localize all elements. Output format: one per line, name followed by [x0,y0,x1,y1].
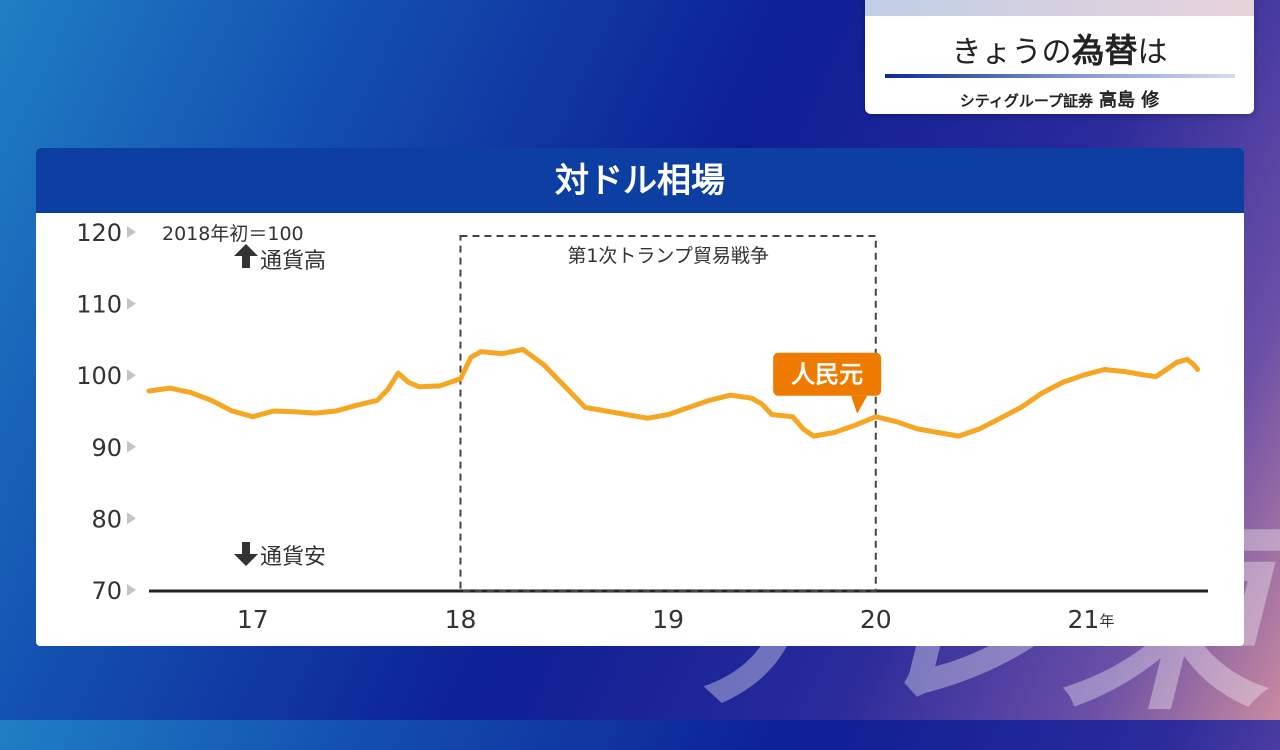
segment-title-prefix: きょうの [951,35,1072,70]
segment-title-emph: 為替 [1071,31,1138,70]
callout-label: 人民元 [791,361,863,389]
x-axis-unit: 年 [1099,612,1114,630]
chart-title: 対ドル相場 [36,148,1244,216]
y-tick-label: 80 [91,505,122,533]
y-tick-label: 90 [91,434,122,462]
x-tick-label: 20 [860,605,892,634]
callout-pointer [851,395,868,414]
segment-title: きょうの為替は [865,24,1254,72]
y-tick-arrow [127,226,136,238]
y-tick-arrow [127,584,136,596]
x-tick-label: 19 [652,605,684,634]
currency-up-label: 通貨高 [260,249,326,274]
y-tick-label: 100 [76,362,122,390]
chart-svg: 120 110 100 90 80 70 17 18 19 20 21 年 第1次トランプ貿易戦争 201… [76,219,1208,634]
presenter-line: シティグループ証券 高島 修 [865,86,1254,112]
y-tick-arrow [127,369,136,382]
y-tick-label: 110 [76,291,122,319]
y-tick-arrow [127,440,136,453]
x-tick-label: 21 [1068,605,1100,634]
callout-box [773,352,882,396]
x-tick-label: 18 [445,605,477,634]
series-line-人民元 [146,346,1201,439]
segment-title-card: きょうの為替は シティグループ証券 高島 修 [865,0,1254,114]
chart-panel: 対ドル相場 120 110 100 90 80 70 17 18 19 20 21 年 第1次トランプ貿… [36,148,1244,646]
presenter-company: シティグループ証券 [959,92,1093,110]
currency-down-label: 通貨安 [260,545,326,570]
trade-war-region [459,235,877,592]
y-tick-label: 120 [76,219,122,247]
presenter-name: 高島 修 [1098,90,1160,111]
up-arrow-icon [234,244,258,268]
trade-war-label: 第1次トランプ貿易戦争 [567,245,769,267]
x-tick-label: 17 [237,605,269,634]
down-arrow-icon [234,542,258,566]
title-card-topbar [865,0,1254,16]
y-tick-label: 70 [91,577,122,605]
y-tick-arrow [127,297,136,310]
title-card-rule [885,74,1235,78]
segment-title-suffix: は [1137,35,1168,70]
base-note: 2018年初＝100 [162,223,304,245]
y-tick-arrow [127,512,136,525]
